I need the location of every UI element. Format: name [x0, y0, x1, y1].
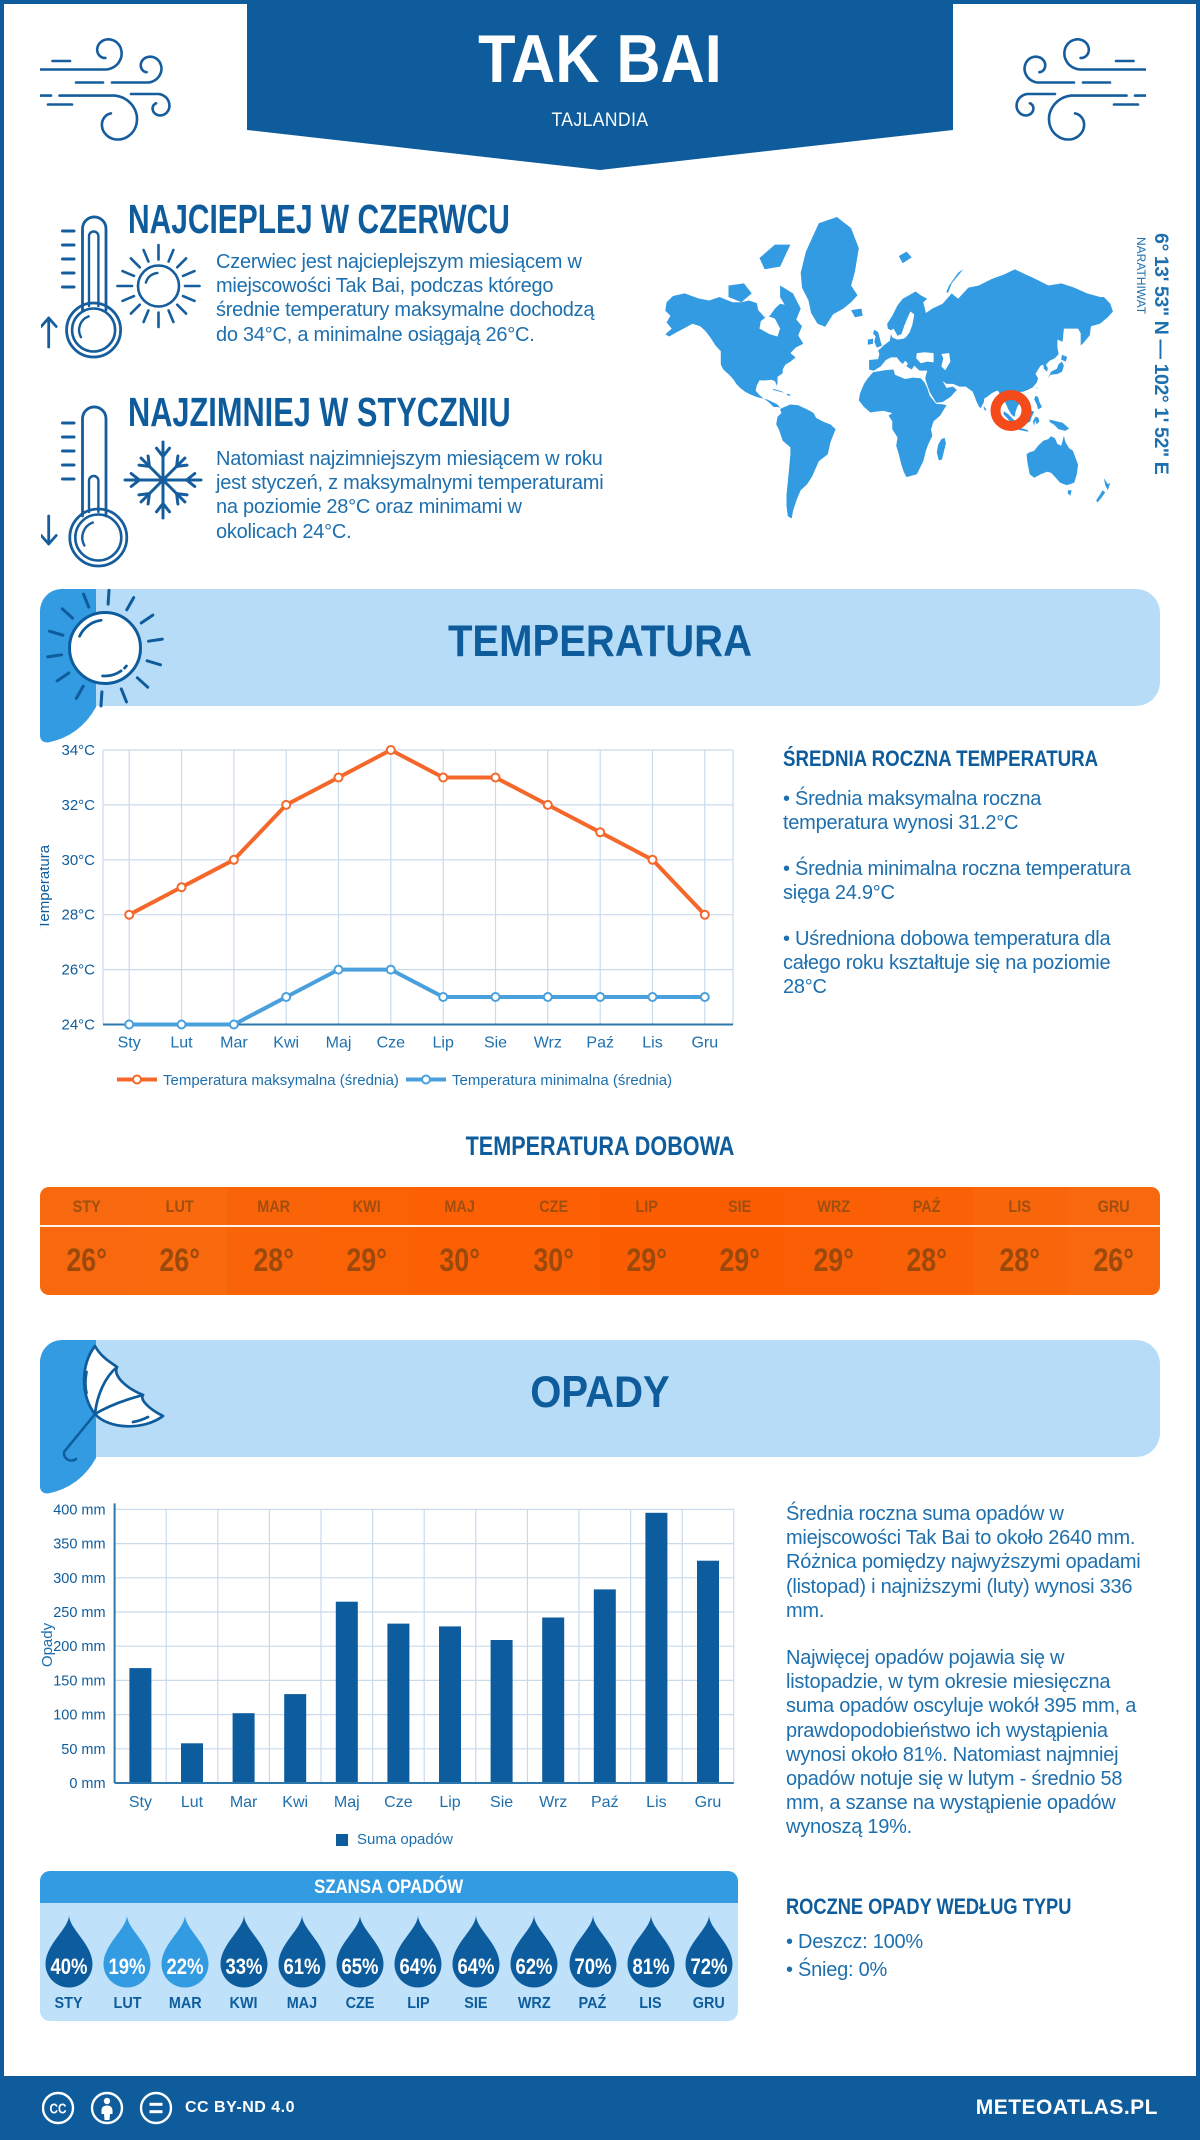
svg-text:Lip: Lip	[433, 1035, 454, 1052]
svg-text:19%: 19%	[109, 1954, 146, 1979]
svg-text:Wrz: Wrz	[539, 1794, 567, 1811]
svg-text:40%: 40%	[51, 1954, 88, 1979]
svg-text:Maj: Maj	[326, 1035, 352, 1052]
svg-text:350 mm: 350 mm	[53, 1537, 105, 1553]
svg-text:Mar: Mar	[220, 1035, 248, 1052]
svg-text:Paź: Paź	[586, 1035, 614, 1052]
svg-text:65%: 65%	[341, 1954, 378, 1979]
svg-text:64%: 64%	[400, 1954, 437, 1979]
svg-text:400 mm: 400 mm	[53, 1502, 105, 1518]
svg-text:Cze: Cze	[384, 1794, 413, 1811]
svg-text:Lut: Lut	[181, 1794, 204, 1811]
svg-text:26°C: 26°C	[61, 962, 95, 979]
svg-text:28°C: 28°C	[61, 907, 95, 924]
svg-text:100 mm: 100 mm	[53, 1708, 105, 1724]
svg-text:CC: CC	[50, 2102, 67, 2118]
svg-text:Mar: Mar	[230, 1794, 258, 1811]
svg-text:Maj: Maj	[334, 1794, 360, 1811]
svg-text:Kwi: Kwi	[282, 1794, 308, 1811]
svg-text:Temperatura: Temperatura	[40, 844, 53, 929]
svg-text:Sie: Sie	[490, 1794, 513, 1811]
svg-text:250 mm: 250 mm	[53, 1605, 105, 1621]
svg-text:81%: 81%	[632, 1954, 669, 1979]
svg-text:Paź: Paź	[591, 1794, 619, 1811]
svg-text:61%: 61%	[283, 1954, 320, 1979]
svg-text:30°C: 30°C	[61, 852, 95, 869]
svg-text:300 mm: 300 mm	[53, 1571, 105, 1587]
svg-text:Temperatura minimalna (średnia: Temperatura minimalna (średnia)	[452, 1072, 672, 1089]
svg-text:150 mm: 150 mm	[53, 1673, 105, 1689]
svg-text:22%: 22%	[167, 1954, 204, 1979]
svg-text:64%: 64%	[458, 1954, 495, 1979]
svg-text:70%: 70%	[574, 1954, 611, 1979]
svg-text:Temperatura maksymalna (średni: Temperatura maksymalna (średnia)	[163, 1072, 399, 1089]
svg-text:33%: 33%	[225, 1954, 262, 1979]
svg-text:24°C: 24°C	[61, 1017, 95, 1034]
svg-text:Sty: Sty	[118, 1035, 141, 1052]
svg-text:Lis: Lis	[642, 1035, 662, 1052]
svg-text:34°C: 34°C	[61, 742, 95, 759]
svg-text:Lut: Lut	[170, 1035, 193, 1052]
svg-text:72%: 72%	[690, 1954, 727, 1979]
svg-text:62%: 62%	[516, 1954, 553, 1979]
svg-text:200 mm: 200 mm	[53, 1639, 105, 1655]
svg-text:32°C: 32°C	[61, 797, 95, 814]
svg-text:Lis: Lis	[646, 1794, 666, 1811]
svg-text:Opady: Opady	[40, 1622, 56, 1667]
svg-text:Cze: Cze	[377, 1035, 406, 1052]
svg-text:Wrz: Wrz	[534, 1035, 562, 1052]
svg-text:Gru: Gru	[691, 1035, 718, 1052]
svg-text:0 mm: 0 mm	[69, 1776, 105, 1792]
svg-text:50 mm: 50 mm	[61, 1742, 105, 1758]
svg-text:Lip: Lip	[439, 1794, 460, 1811]
svg-text:Sie: Sie	[484, 1035, 507, 1052]
svg-text:Kwi: Kwi	[273, 1035, 299, 1052]
svg-text:Gru: Gru	[695, 1794, 722, 1811]
svg-text:Sty: Sty	[129, 1794, 152, 1811]
